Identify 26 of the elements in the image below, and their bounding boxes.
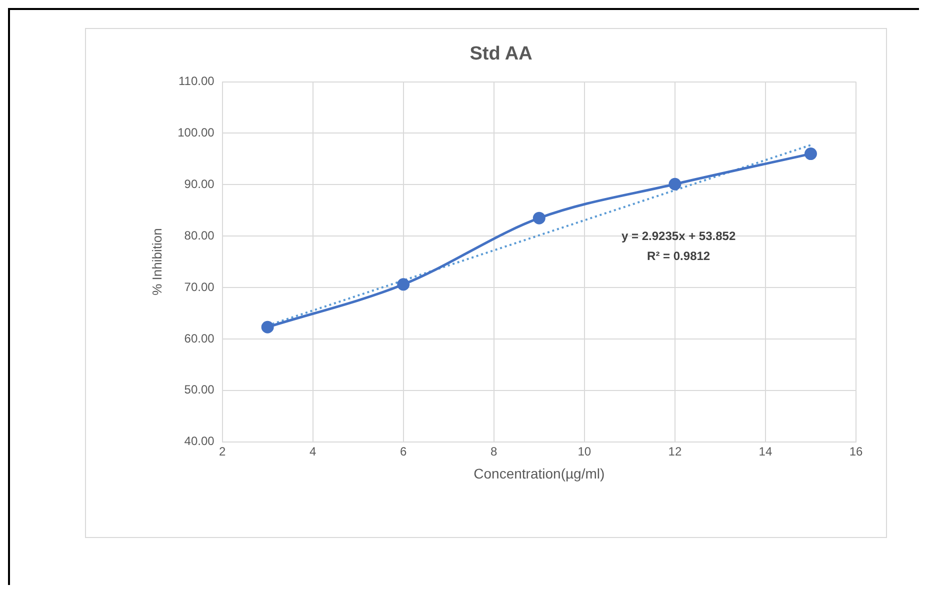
- point: [532, 212, 546, 224]
- x-tick-label: 4: [309, 444, 316, 458]
- y-tick-label: 60.00: [184, 331, 215, 346]
- y-tick-label: 110.00: [178, 74, 215, 88]
- point: [668, 178, 682, 190]
- x-tick-label: 12: [668, 444, 682, 458]
- point: [804, 148, 817, 160]
- point: [397, 278, 410, 291]
- x-tick-label: 6: [400, 444, 408, 458]
- x-tick-label: 2: [218, 444, 226, 458]
- chart-title: Std AA: [470, 44, 533, 65]
- y-tick-label: 40.00: [184, 434, 215, 448]
- x-tick-label: 8: [490, 444, 498, 458]
- x-axis-title: Concentration(µg/ml): [474, 465, 605, 482]
- x-tick-label: 16: [849, 444, 863, 458]
- y-tick-label: 100.00: [178, 126, 215, 140]
- y-axis-title: % Inhibition: [149, 228, 164, 296]
- y-tick-label: 50.00: [184, 382, 215, 397]
- annotation: R² = 0.9812: [647, 248, 710, 263]
- x-tick-label: 14: [758, 444, 772, 458]
- annotation: y = 2.9235x + 53.852: [622, 228, 736, 243]
- y-tick-label: 90.00: [184, 176, 215, 191]
- y-tick-label: 70.00: [184, 280, 215, 294]
- y-tick-label: 80.00: [184, 228, 215, 242]
- x-tick-label: 10: [578, 444, 592, 458]
- point: [261, 320, 274, 334]
